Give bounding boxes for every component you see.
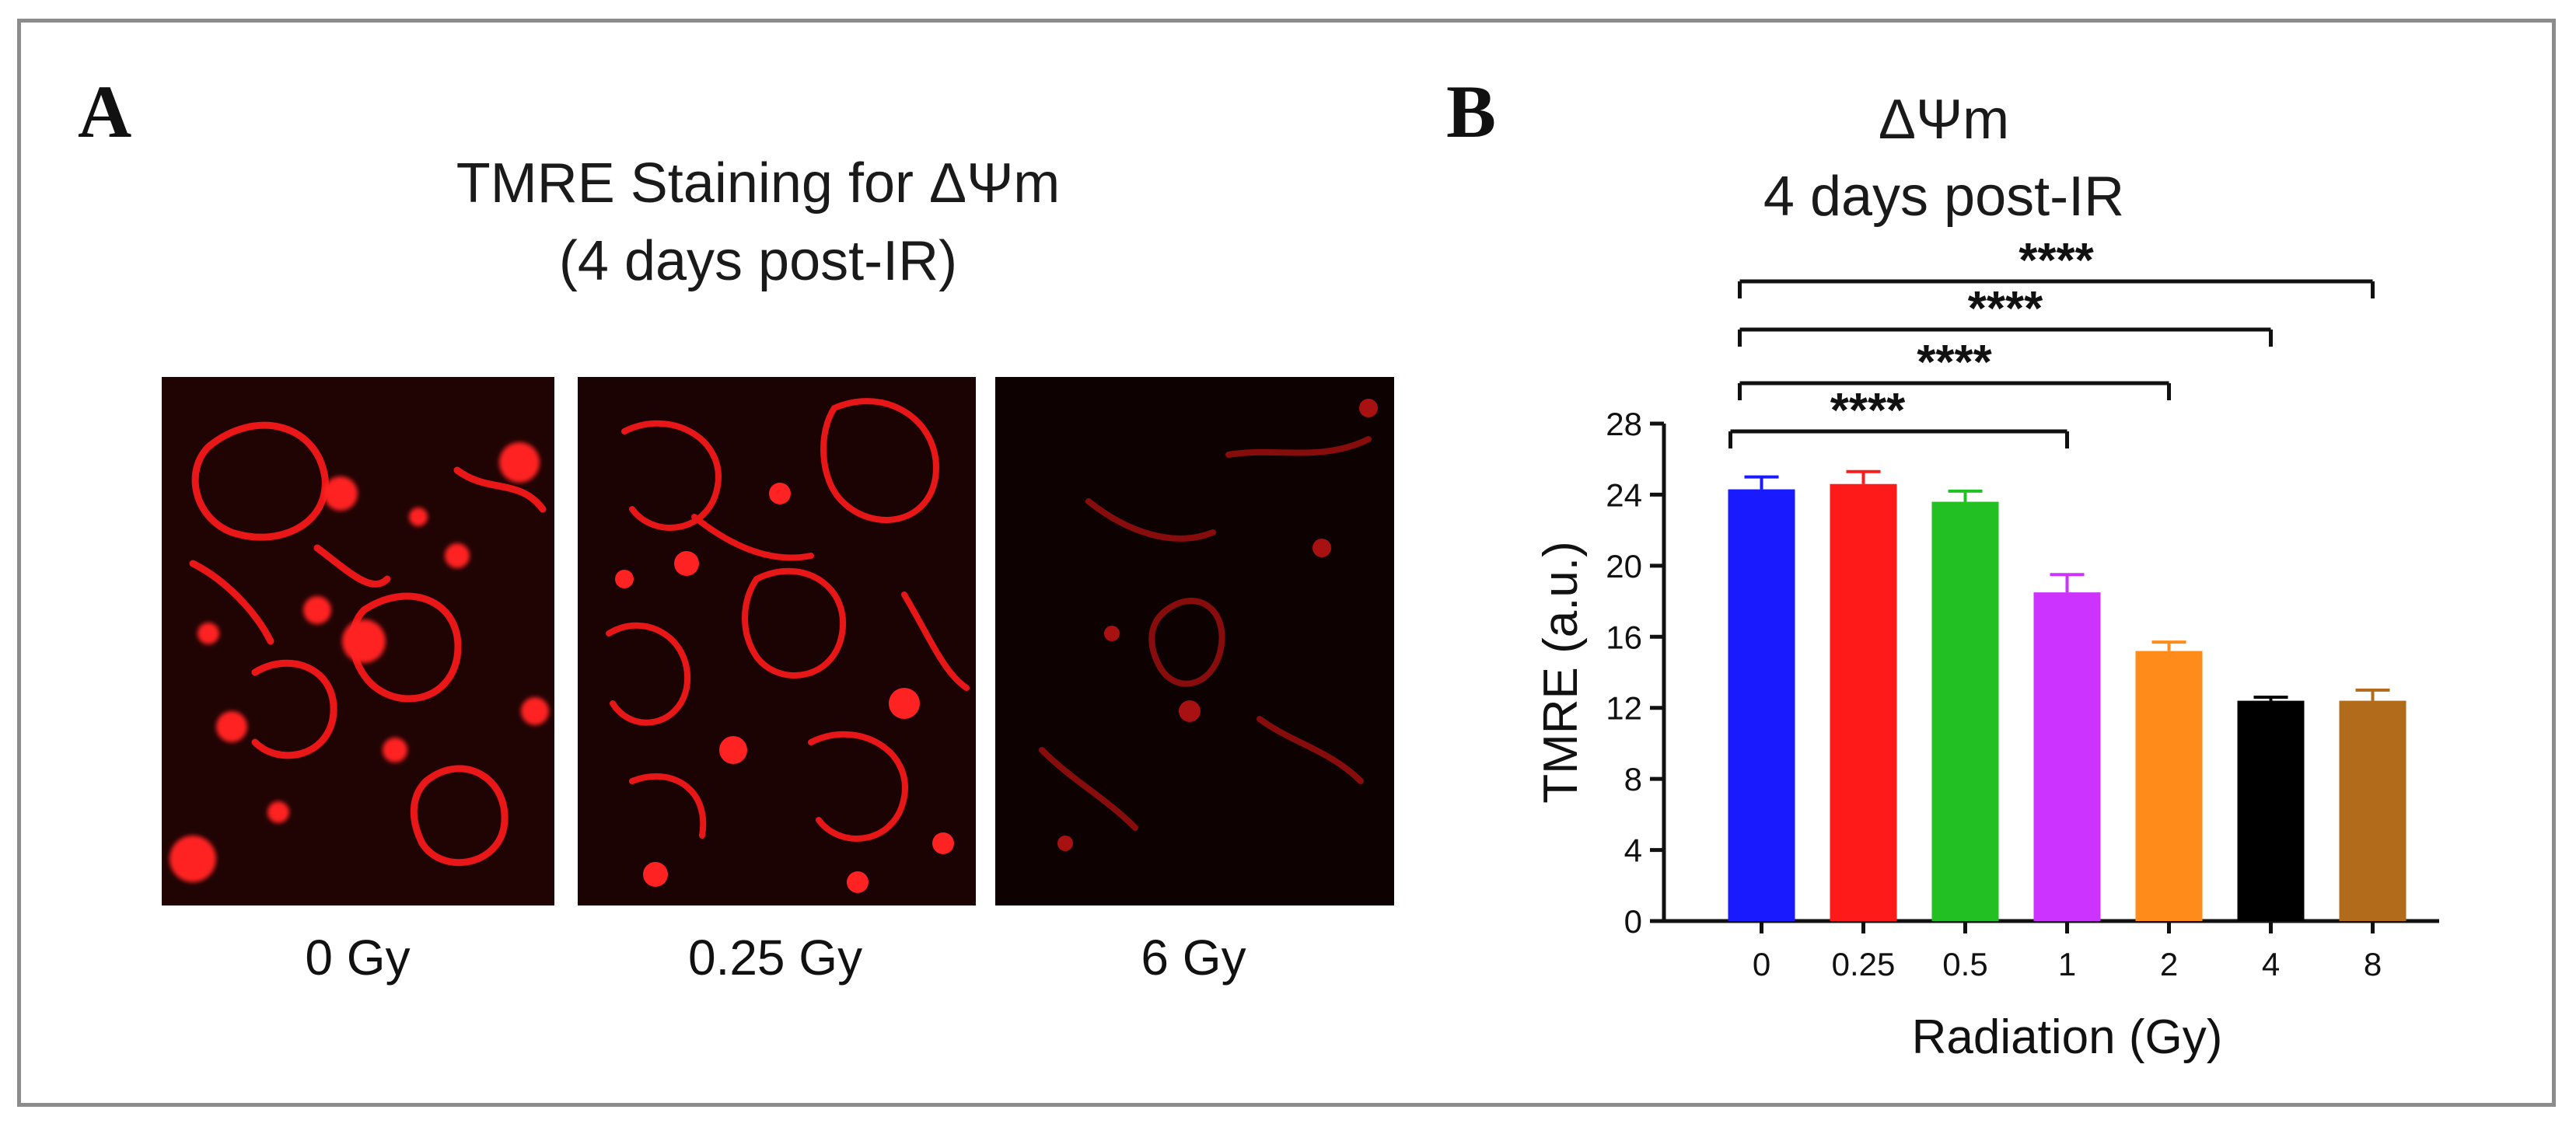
panel-a-title-line1: TMRE Staining for ΔΨm bbox=[456, 152, 1061, 215]
x-tick-label: 2 bbox=[2160, 946, 2178, 982]
panel-b-title-line1: ΔΨm bbox=[1878, 89, 2010, 151]
x-tick-label: 8 bbox=[2364, 946, 2382, 982]
significance-label: **** bbox=[1968, 282, 2043, 336]
y-tick-label: 28 bbox=[1606, 406, 1642, 442]
micrograph-6gy-svg bbox=[995, 377, 1394, 905]
y-tick-label: 8 bbox=[1624, 761, 1642, 797]
x-tick-label: 1 bbox=[2058, 946, 2076, 982]
micrograph-0gy bbox=[162, 377, 554, 905]
bar-0.5 bbox=[1931, 501, 1999, 921]
bar-4 bbox=[2237, 700, 2305, 921]
x-tick-label: 0 bbox=[1753, 946, 1770, 982]
panel-a-title-line2: (4 days post-IR) bbox=[558, 230, 958, 292]
significance-label: **** bbox=[1917, 336, 1992, 389]
micrograph-label-0.25gy: 0.25 Gy bbox=[687, 930, 863, 986]
x-tick-label: 0.25 bbox=[1832, 946, 1896, 982]
y-tick-label: 4 bbox=[1624, 832, 1642, 869]
panel-a-letter: A bbox=[78, 70, 132, 153]
micrograph-0.25gy-svg bbox=[578, 377, 976, 905]
micrograph-label-0gy: 0 Gy bbox=[305, 930, 411, 986]
bar-2 bbox=[2135, 651, 2203, 921]
y-tick-label: 16 bbox=[1606, 619, 1642, 655]
y-tick-label: 24 bbox=[1606, 476, 1642, 513]
y-tick-label: 20 bbox=[1606, 548, 1642, 584]
micrograph-6gy bbox=[995, 377, 1394, 905]
figure-frame bbox=[17, 19, 2556, 1107]
significance-label: **** bbox=[1830, 384, 1906, 438]
x-tick-label: 4 bbox=[2262, 946, 2280, 982]
significance-label: **** bbox=[2019, 234, 2094, 288]
bar-0 bbox=[1728, 489, 1795, 921]
x-axis-title: Radiation (Gy) bbox=[1912, 1010, 2223, 1064]
y-tick-label: 0 bbox=[1624, 903, 1642, 940]
panel-b-title-line2: 4 days post-IR bbox=[1763, 166, 2125, 228]
bar-1 bbox=[2033, 592, 2101, 921]
y-axis-title: TMRE (a.u.) bbox=[1534, 541, 1588, 804]
bar-0.25 bbox=[1830, 483, 1897, 921]
y-tick-label: 12 bbox=[1606, 690, 1642, 727]
panel-b-letter: B bbox=[1446, 70, 1497, 153]
micrograph-0.25gy bbox=[578, 377, 976, 905]
x-tick-label: 0.5 bbox=[1942, 946, 1987, 982]
bar-8 bbox=[2339, 700, 2406, 921]
micrograph-label-6gy: 6 Gy bbox=[1141, 930, 1246, 986]
micrograph-0gy-svg bbox=[162, 377, 554, 905]
